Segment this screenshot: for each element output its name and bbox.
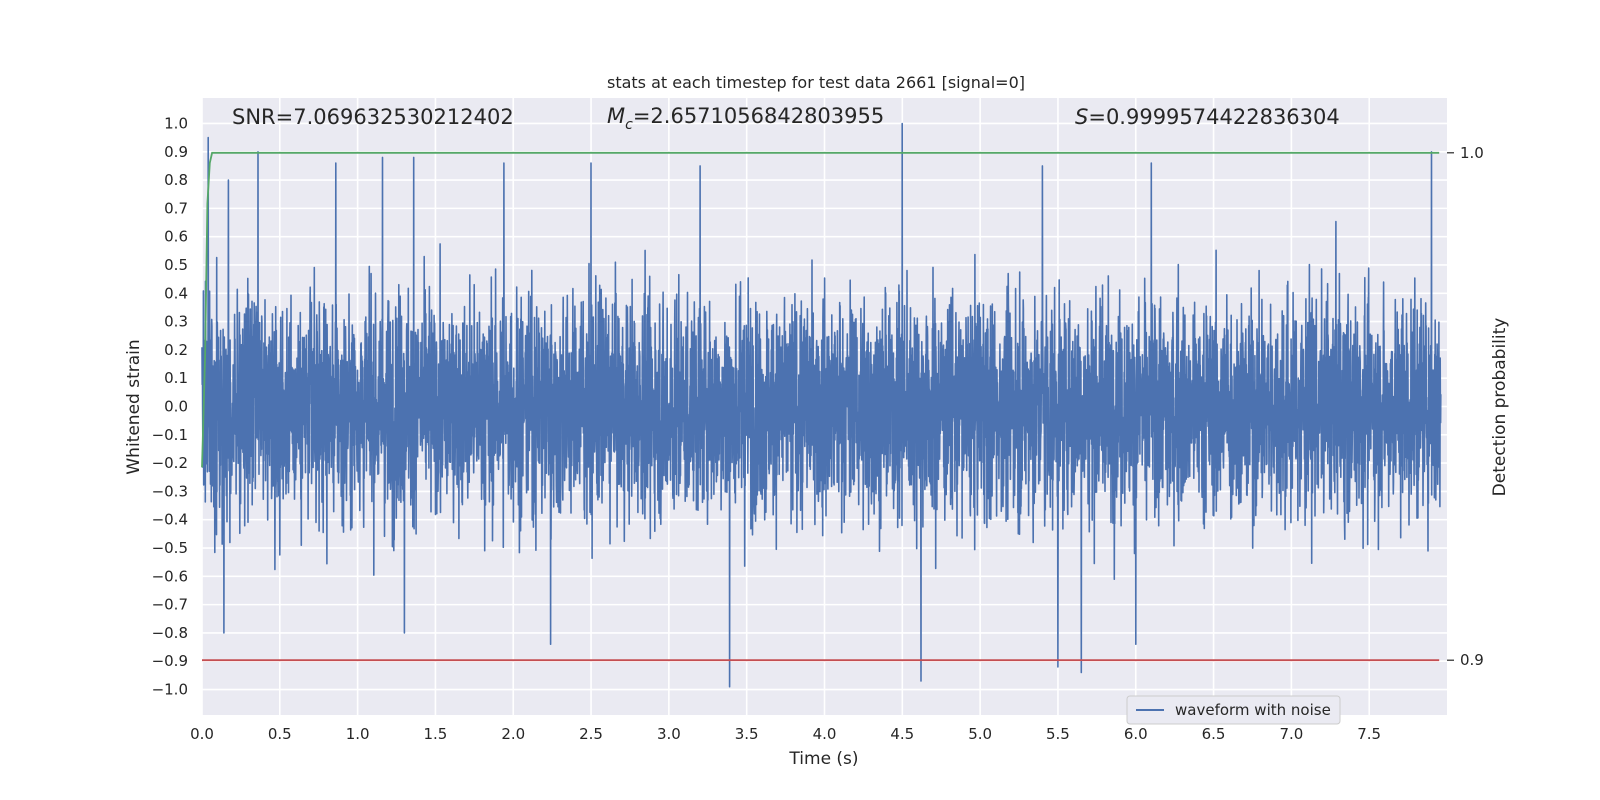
chart-title: stats at each timestep for test data 266… [607,73,1025,92]
right-tick-label: 0.9 [1460,651,1484,669]
y-tick-label: 0.5 [164,256,188,274]
legend-box [1126,695,1341,725]
x-tick-label: 6.0 [1124,725,1148,743]
waveform-line [201,122,1442,688]
y-tick-label: 0.4 [164,284,188,302]
right-axis-label: Detection probability [1490,318,1510,497]
x-tick-label: 6.5 [1202,725,1226,743]
x-axis-label: Time (s) [788,749,858,769]
y-axis-ticks: 1.0 0.9 0.8 0.7 0.6 0.5 0.4 0.3 0.2 0.1 0.0 −0.1 −0.… [152,114,188,698]
x-tick-label: 3.0 [657,725,681,743]
x-tick-label: 1.0 [346,725,370,743]
x-tick-label: 5.0 [968,725,992,743]
x-tick-label: 7.5 [1357,725,1381,743]
x-tick-label: 7.0 [1279,725,1303,743]
score-value: =0.9999574422836304 [1088,105,1339,129]
right-axis-ticks: 1.0 0.9 [1447,144,1484,669]
y-tick-label: 0.1 [164,369,188,387]
y-tick-label: 0.7 [164,199,188,217]
score-annotation: S=0.9999574422836304 [1075,105,1340,129]
probability-line [201,151,1440,468]
x-tick-label: 4.0 [813,725,837,743]
chirp-mass-annotation: Mc=2.6571056842803955 [607,104,884,133]
y-tick-label: −1.0 [152,681,188,699]
y-tick-label: 0.2 [164,341,188,359]
x-tick-label: 5.5 [1046,725,1070,743]
y-tick-label: 0.6 [164,228,188,246]
y-tick-label: 0.9 [164,143,188,161]
snr-annotation: SNR=7.069632530212402 [232,105,514,129]
x-tick-label: 0.5 [268,725,292,743]
right-tick-label: 1.0 [1460,144,1484,162]
y-tick-label: −0.3 [152,482,188,500]
x-axis-ticks: 0.0 0.5 1.0 1.5 2.0 2.5 3.0 3.5 4.0 4.5 5.0 5.5 6.0 6… [190,725,1381,743]
waveform-series [201,122,1442,688]
y-tick-label: 1.0 [164,114,188,132]
y-tick-label: 0.3 [164,313,188,331]
probability-series [201,151,1440,662]
legend: waveform with noise [1126,695,1341,725]
score-symbol: S [1075,105,1088,129]
y-tick-label: −0.6 [152,567,188,585]
y-tick-label: 0.0 [164,398,188,416]
y-axis-label: Whitened strain [124,339,144,474]
x-tick-label: 2.0 [501,725,525,743]
y-tick-label: −0.8 [152,624,188,642]
x-tick-label: 1.5 [424,725,448,743]
y-tick-label: −0.4 [152,511,188,529]
x-tick-label: 3.5 [735,725,759,743]
y-tick-label: −0.5 [152,539,188,557]
y-tick-label: −0.9 [152,652,188,670]
chirp-mass-symbol: M [607,104,625,128]
chirp-mass-value: =2.6571056842803955 [633,104,884,128]
y-tick-label: −0.2 [152,454,188,472]
x-tick-label: 0.0 [190,725,214,743]
chirp-mass-subscript: c [625,117,633,133]
x-tick-label: 2.5 [579,725,603,743]
x-tick-label: 4.5 [890,725,914,743]
y-tick-label: −0.1 [152,426,188,444]
y-tick-label: −0.7 [152,596,188,614]
y-tick-label: 0.8 [164,171,188,189]
legend-label: waveform with noise [1175,701,1331,719]
